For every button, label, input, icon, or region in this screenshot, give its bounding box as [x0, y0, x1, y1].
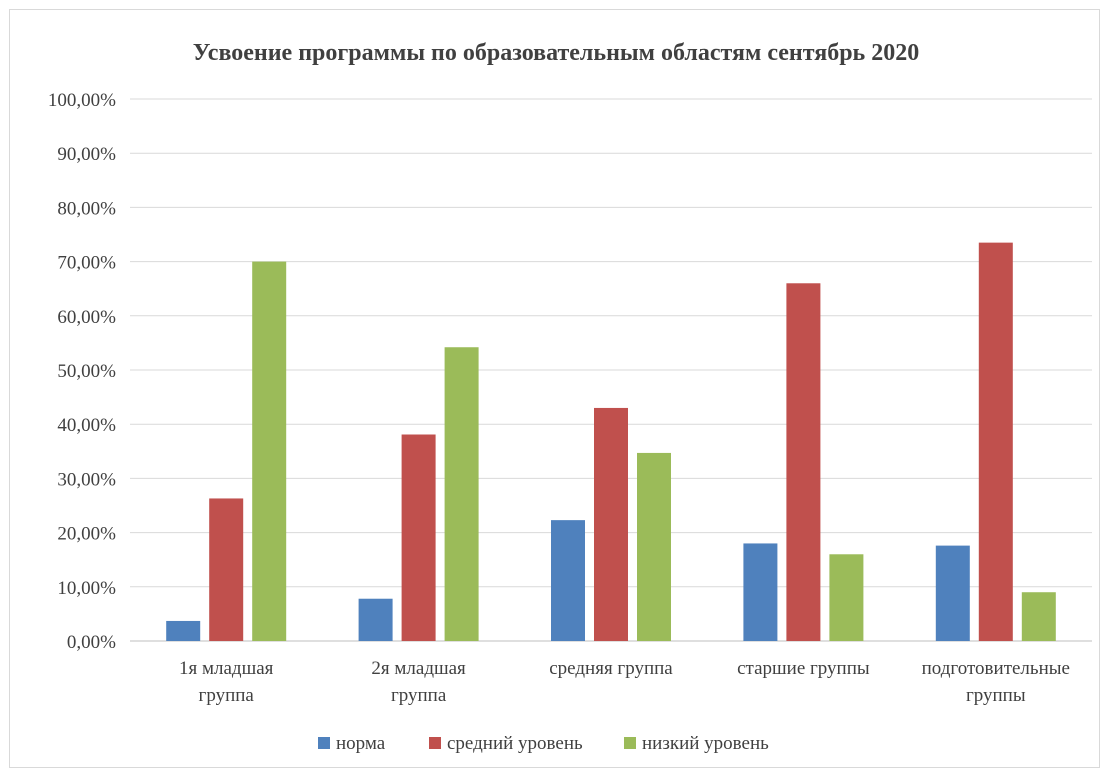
- y-tick-label: 70,00%: [57, 253, 116, 274]
- bar: [252, 261, 287, 641]
- y-tick-label: 60,00%: [57, 307, 116, 328]
- bar: [166, 620, 201, 641]
- bar: [401, 434, 436, 641]
- x-axis-categories: 1я младшая группа 2я младшая группа средняя …: [179, 658, 1070, 706]
- bar: [829, 554, 864, 641]
- bar: [935, 545, 970, 641]
- bar: [743, 543, 778, 641]
- bar: [209, 498, 244, 641]
- y-tick-label: 50,00%: [57, 361, 116, 382]
- legend-swatch: [318, 737, 330, 749]
- bar: [1021, 592, 1056, 641]
- y-tick-label: 0,00%: [67, 632, 116, 653]
- legend-label: норма: [336, 733, 386, 754]
- legend-swatch: [429, 737, 441, 749]
- category-label: подготовительные группы: [922, 658, 1070, 706]
- y-tick-label: 30,00%: [57, 469, 116, 490]
- bar: [551, 520, 585, 641]
- bars: [166, 242, 1056, 641]
- category-label: средняя группа: [549, 658, 673, 679]
- legend-swatch: [624, 737, 636, 749]
- legend: норма средний уровень низкий уровень: [318, 733, 769, 754]
- y-tick-label: 80,00%: [57, 198, 116, 219]
- legend-label: средний уровень: [447, 733, 583, 754]
- bar: [978, 242, 1013, 641]
- gridlines: [130, 98, 1092, 642]
- y-tick-label: 10,00%: [57, 578, 116, 599]
- y-tick-label: 40,00%: [57, 415, 116, 436]
- bar: [786, 283, 821, 641]
- y-tick-label: 100,00%: [48, 90, 116, 111]
- legend-label: низкий уровень: [642, 733, 769, 754]
- category-label: 2я младшая группа: [371, 658, 466, 706]
- category-label: 1я младшая группа: [179, 658, 274, 706]
- bar: [358, 598, 393, 641]
- category-label: старшие группы: [737, 658, 870, 679]
- bar: [637, 452, 671, 641]
- bar: [594, 407, 628, 641]
- y-axis-ticks: 0,00% 10,00% 20,00% 30,00% 40,00% 50,00% 60,00…: [48, 90, 116, 653]
- bar: [444, 347, 479, 641]
- y-tick-label: 20,00%: [57, 524, 116, 545]
- chart-title: Усвоение программы по образовательным об…: [193, 40, 919, 66]
- y-tick-label: 90,00%: [57, 144, 116, 165]
